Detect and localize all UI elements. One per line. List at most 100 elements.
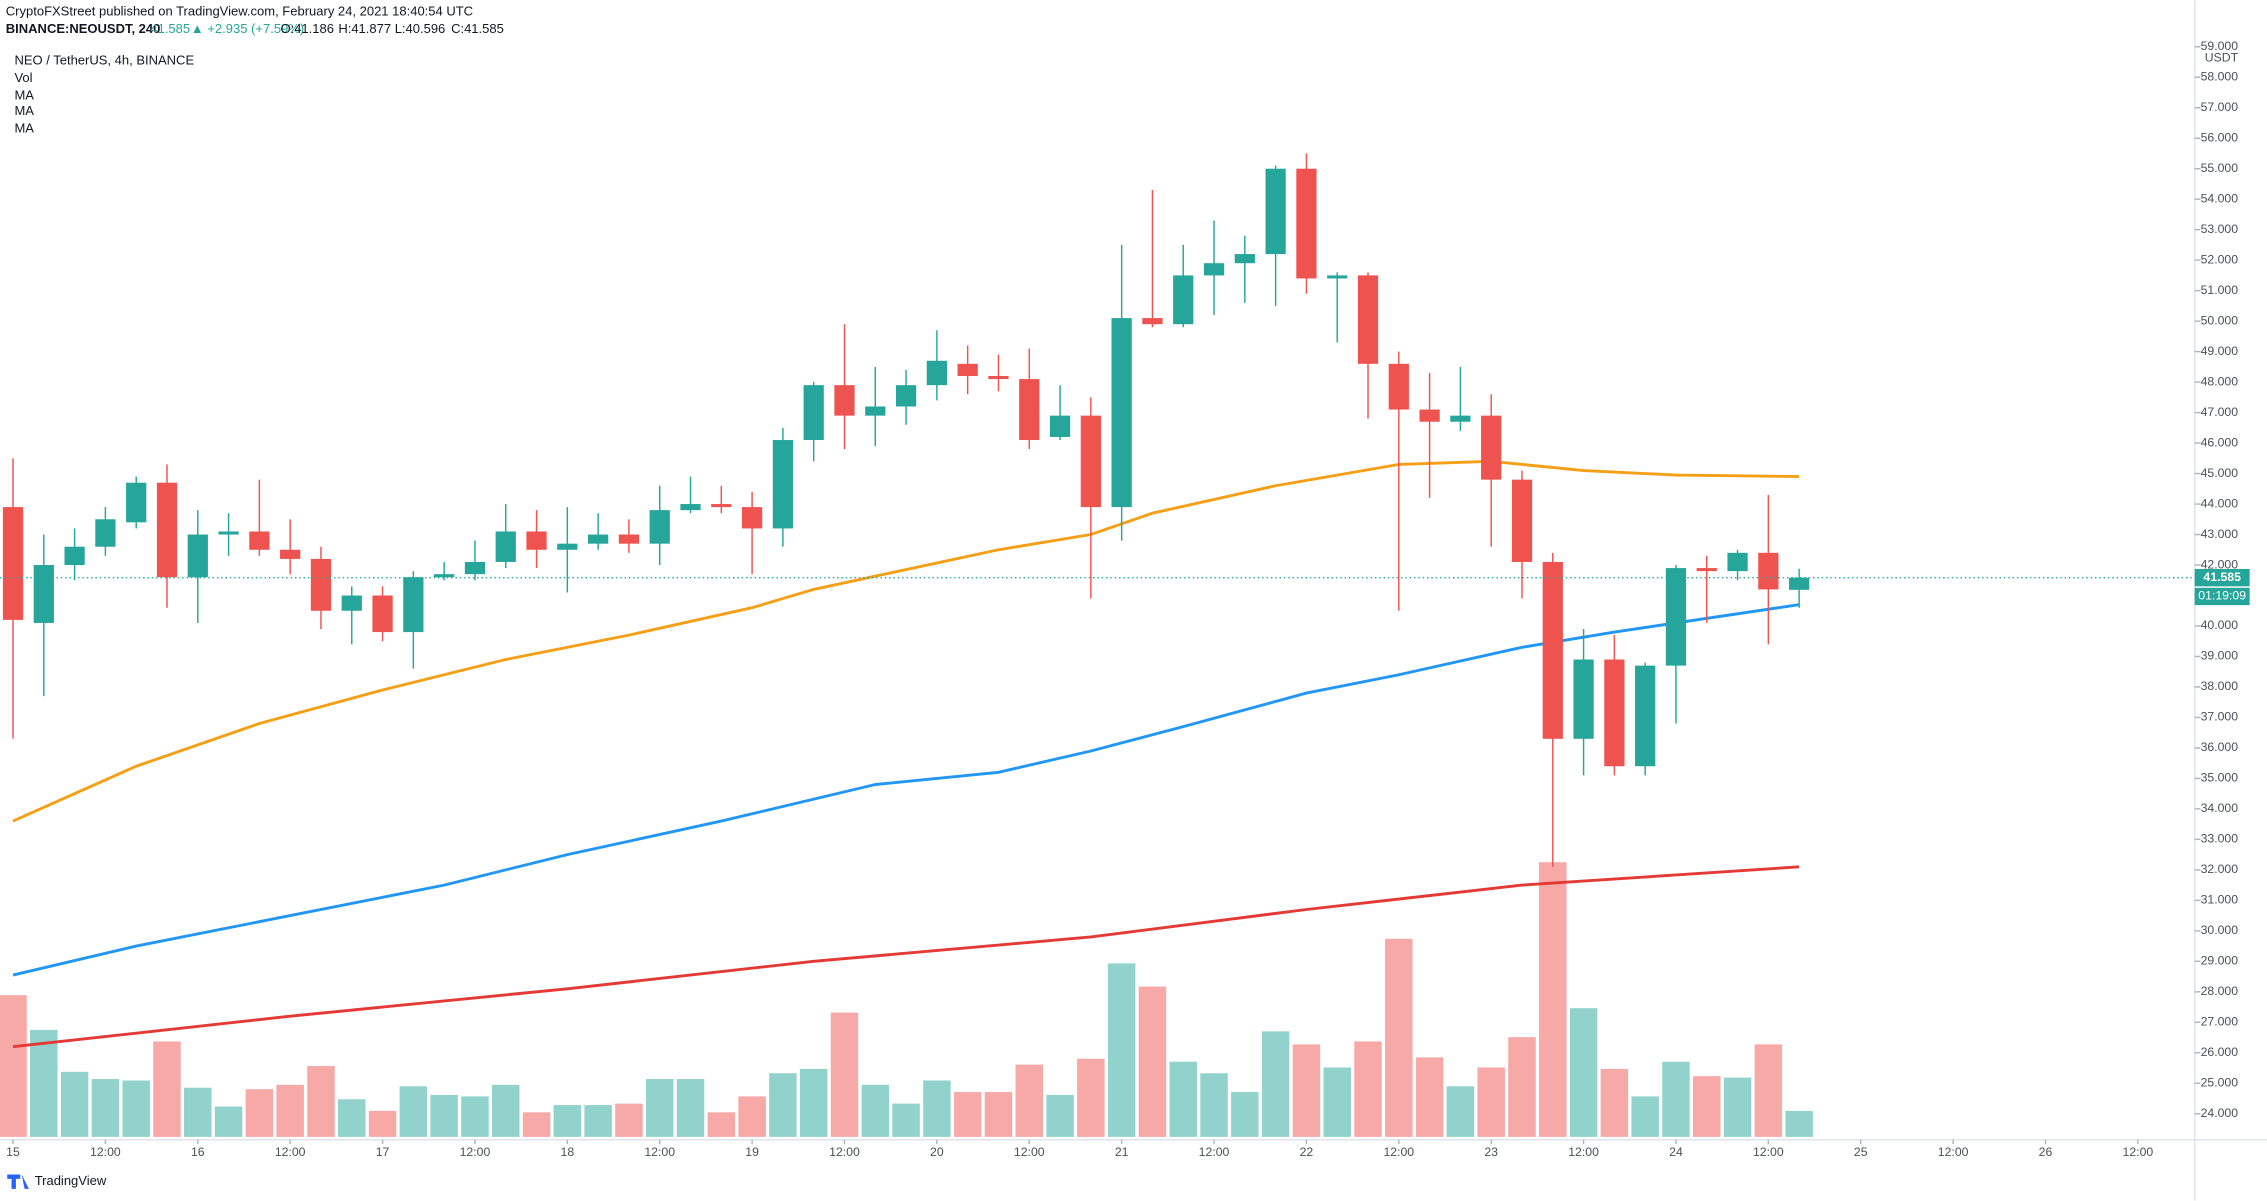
volume-bar <box>615 1103 643 1137</box>
x-tick-label: 12:00 <box>1753 1145 1784 1159</box>
volume-bar <box>153 1041 181 1137</box>
publisher: CryptoFXStreet published on TradingView.… <box>6 4 473 19</box>
y-tick-label: 30.000 <box>2201 923 2239 937</box>
y-tick-label: 28.000 <box>2201 984 2239 998</box>
candle-body <box>772 440 794 529</box>
y-tick-label: 34.000 <box>2201 801 2239 815</box>
legend-ma: MA <box>14 121 34 136</box>
volume-bar <box>1477 1067 1505 1137</box>
candle-body <box>895 385 917 407</box>
volume-bar <box>430 1094 458 1137</box>
x-tick-label: 23 <box>1484 1145 1498 1159</box>
y-tick-label: 51.000 <box>2201 283 2239 297</box>
candle-body <box>218 531 239 535</box>
candle-body <box>372 595 393 633</box>
candle-body <box>1604 659 1625 767</box>
x-tick-label: 24 <box>1669 1145 1683 1159</box>
volume-bar <box>584 1105 612 1137</box>
y-tick-label: 44.000 <box>2201 496 2239 510</box>
y-tick-label: 36.000 <box>2201 740 2239 754</box>
x-tick-label: 15 <box>6 1145 20 1159</box>
candle-body <box>557 543 578 550</box>
volume-bar <box>1015 1064 1043 1137</box>
candle-body <box>464 561 486 575</box>
x-tick-label: 25 <box>1854 1145 1868 1159</box>
candle-body <box>680 504 701 511</box>
x-tick-label: 16 <box>191 1145 205 1159</box>
x-tick-label: 12:00 <box>460 1145 491 1159</box>
volume-bar <box>1046 1094 1074 1137</box>
volume-bar <box>399 1086 428 1137</box>
candle-body <box>95 519 116 547</box>
y-tick-label: 33.000 <box>2201 832 2239 846</box>
symbol: BINANCE:NEOUSDT, 240 <box>6 21 161 36</box>
x-tick-label: 17 <box>376 1145 390 1159</box>
volume-bar <box>122 1080 150 1137</box>
volume-bar <box>184 1087 212 1137</box>
candle-body <box>1049 415 1071 437</box>
y-tick-label: 46.000 <box>2201 435 2239 449</box>
candle-body <box>495 531 516 562</box>
volume-bar <box>1508 1037 1536 1137</box>
x-tick-label: 12:00 <box>829 1145 860 1159</box>
volume-bar <box>645 1079 674 1137</box>
candle-body <box>33 565 54 623</box>
y-tick-label: 57.000 <box>2201 100 2239 114</box>
ohlc-open: O:41.186 <box>280 21 334 36</box>
candle-body <box>64 546 85 566</box>
y-tick-label: 31.000 <box>2201 893 2239 907</box>
volume-bar <box>830 1012 859 1137</box>
volume-bar <box>368 1110 397 1137</box>
symbol-line: BINANCE:NEOUSDT, 240 41.585 ▲ +2.935 (+7… <box>6 21 504 36</box>
last-price-tag <box>2194 568 2250 587</box>
volume-bar <box>1446 1086 1475 1137</box>
y-tick-label: 42.000 <box>2201 557 2239 571</box>
y-tick-label: 56.000 <box>2201 130 2239 144</box>
candle-body <box>341 595 362 611</box>
volume-bar <box>707 1112 736 1137</box>
x-tick-label: 12:00 <box>1014 1145 1045 1159</box>
volume-bar <box>1169 1061 1197 1137</box>
candle-body <box>249 531 270 550</box>
volume-bar <box>492 1084 520 1137</box>
candle-body <box>1789 577 1810 590</box>
candle-body <box>711 504 732 508</box>
countdown: 01:19:09 <box>2198 589 2246 603</box>
volume-bar <box>1354 1041 1382 1137</box>
y-tick-label: 32.000 <box>2201 862 2239 876</box>
countdown-tag <box>2194 587 2250 606</box>
candle-body <box>741 507 763 529</box>
x-tick-label: 12:00 <box>1568 1145 1599 1159</box>
volume-bar <box>338 1099 366 1137</box>
y-tick-label: 43.000 <box>2201 527 2239 541</box>
volume-bar <box>676 1079 705 1137</box>
candle-body <box>187 534 208 578</box>
plot <box>0 153 2195 1137</box>
candle-body <box>1173 275 1194 325</box>
candle-body <box>1665 568 1687 666</box>
y-tick-label: 29.000 <box>2201 954 2239 968</box>
x-tick-label: 12:00 <box>644 1145 675 1159</box>
axis-unit: USDT <box>2205 51 2239 65</box>
x-tick-label: 12:00 <box>1199 1145 1230 1159</box>
y-tick-label: 45.000 <box>2201 466 2239 480</box>
x-tick-label: 21 <box>1115 1145 1129 1159</box>
volume-bar <box>214 1106 243 1137</box>
moving-average <box>12 603 1800 977</box>
volume-bar <box>1631 1096 1659 1137</box>
candle-body <box>926 360 947 386</box>
y-tick-label: 50.000 <box>2201 313 2239 327</box>
x-tick-label: 12:00 <box>1938 1145 1969 1159</box>
x-tick-label: 18 <box>561 1145 575 1159</box>
chart-title: NEO / TetherUS, 4h, BINANCE <box>14 53 194 68</box>
candle-body <box>1758 552 1779 590</box>
candle-body <box>649 510 670 544</box>
y-tick-label: 39.000 <box>2201 649 2239 663</box>
volume-bar <box>1754 1044 1783 1137</box>
volume-bar <box>1200 1073 1228 1137</box>
x-tick-label: 12:00 <box>1383 1145 1414 1159</box>
candle-body <box>1388 363 1409 410</box>
volume-bar <box>245 1089 274 1137</box>
candle-body <box>1727 552 1748 572</box>
candle-body <box>1573 659 1594 739</box>
